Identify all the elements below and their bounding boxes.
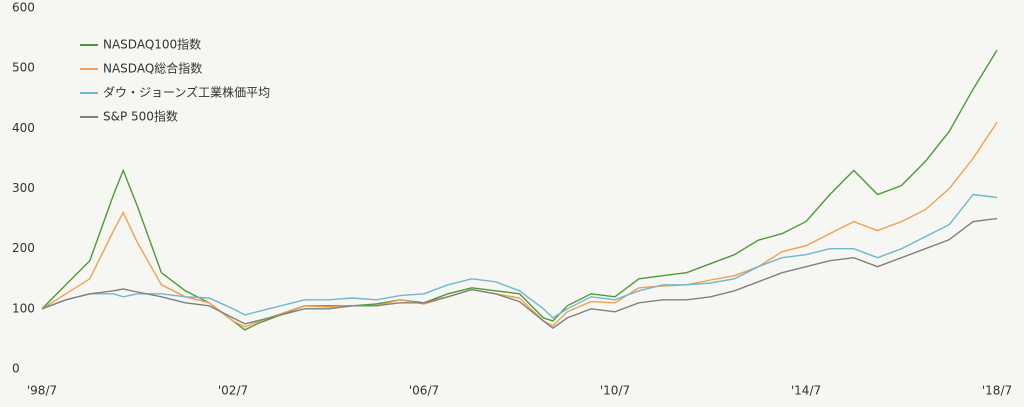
- x-tick-label: '02/7: [218, 384, 248, 398]
- legend-label: ダウ・ジョーンズ工業株価平均: [103, 85, 270, 100]
- y-tick-label: 100: [12, 301, 35, 315]
- y-tick-label: 400: [12, 121, 35, 135]
- series-line: [41, 121, 998, 328]
- x-tick-label: '18/7: [982, 384, 1012, 398]
- x-tick-label: '14/7: [791, 384, 821, 398]
- y-tick-label: 300: [12, 181, 35, 195]
- x-tick-label: '06/7: [409, 384, 439, 398]
- y-tick-label: 600: [12, 1, 35, 15]
- series-line: [41, 193, 998, 319]
- legend-label: NASDAQ100指数: [103, 37, 201, 52]
- legend-label: S&P 500指数: [103, 109, 178, 124]
- y-tick-label: 200: [12, 241, 35, 255]
- series-line: [41, 49, 998, 331]
- x-tick-label: '98/7: [27, 384, 57, 398]
- series-line: [41, 217, 998, 329]
- y-tick-label: 500: [12, 61, 35, 75]
- legend-label: NASDAQ総合指数: [103, 61, 202, 76]
- y-tick-label: 0: [12, 362, 20, 376]
- x-tick-label: '10/7: [600, 384, 630, 398]
